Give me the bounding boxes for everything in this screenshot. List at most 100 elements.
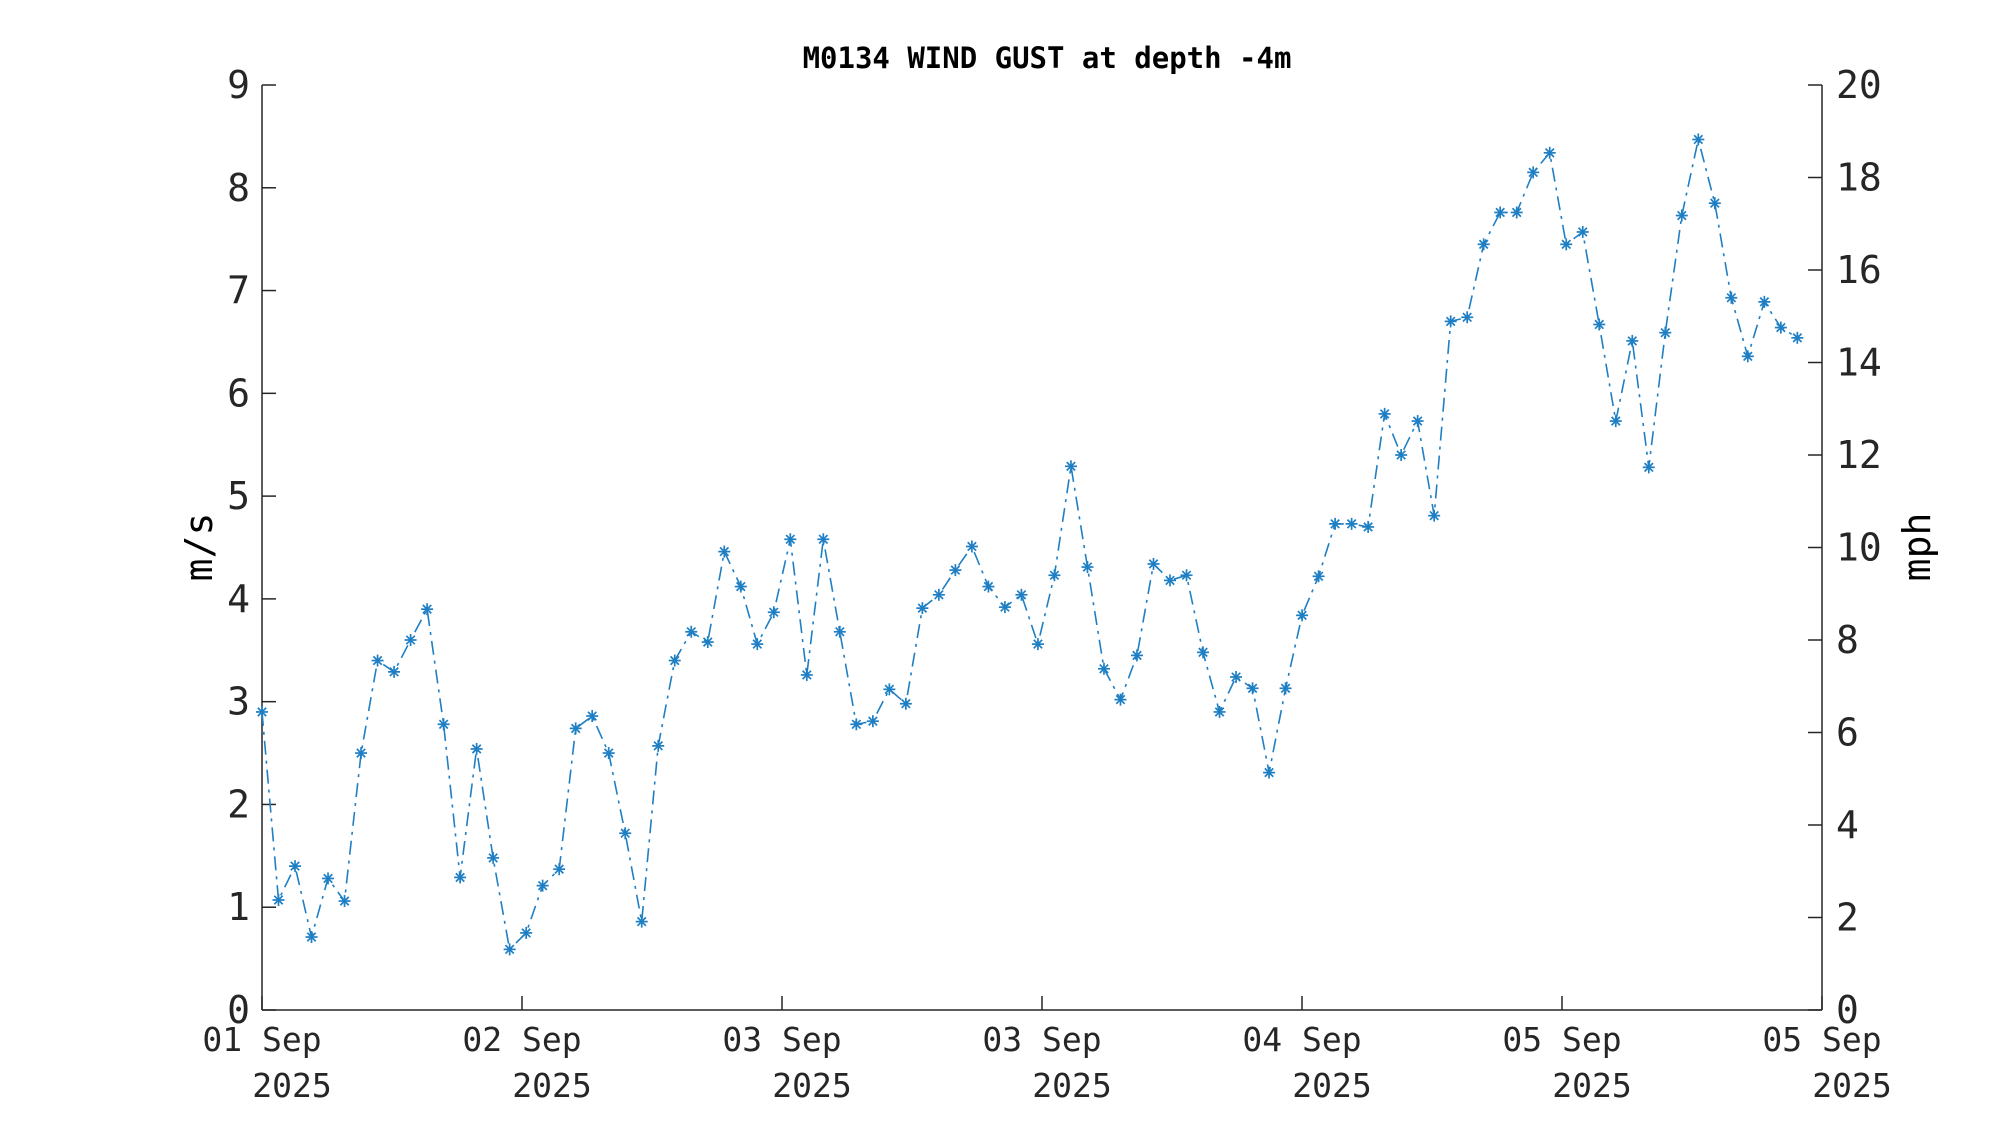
y2-tick-label: 0	[1836, 988, 1859, 1032]
data-point	[1642, 461, 1655, 474]
data-point	[1114, 693, 1127, 706]
right-y-ticks: 0 2 4 6 8 10 12 14 16 18 20	[1808, 63, 1882, 1032]
data-point	[1659, 326, 1672, 339]
data-point	[1296, 609, 1309, 622]
data-point	[421, 603, 434, 616]
y-tick-label: 1	[227, 885, 250, 929]
data-point	[1494, 206, 1507, 219]
data-point	[998, 601, 1011, 614]
x-tick-label-year: 2025	[1552, 1066, 1631, 1105]
data-point	[1609, 415, 1622, 428]
y2-tick-label: 4	[1836, 803, 1859, 847]
data-point	[1345, 517, 1358, 530]
y-tick-label: 9	[227, 63, 250, 107]
data-point	[866, 715, 879, 728]
data-point	[1725, 291, 1738, 304]
data-point	[1213, 705, 1226, 718]
y2-tick-label: 6	[1836, 711, 1859, 755]
data-point	[1246, 682, 1259, 695]
data-point	[1741, 350, 1754, 363]
y-tick-label: 4	[227, 577, 250, 621]
data-point	[322, 872, 335, 885]
x-tick-label-year: 2025	[1292, 1066, 1371, 1105]
y-tick-label: 6	[227, 371, 250, 415]
data-point	[949, 564, 962, 577]
data-point	[1362, 520, 1375, 533]
data-point	[767, 606, 780, 619]
x-tick-label-year: 2025	[1032, 1066, 1111, 1105]
data-point	[1015, 588, 1028, 601]
data-point	[553, 863, 566, 876]
data-point	[1675, 209, 1688, 222]
data-point	[1774, 321, 1787, 334]
data-point	[602, 747, 615, 760]
data-point	[916, 602, 929, 615]
y2-tick-label: 20	[1836, 63, 1882, 107]
data-point	[520, 926, 533, 939]
y2-tick-label: 12	[1836, 433, 1882, 477]
y2-tick-label: 8	[1836, 618, 1859, 662]
data-point	[685, 625, 698, 638]
data-point	[982, 580, 995, 593]
series-line	[261, 139, 1798, 952]
data-point	[371, 654, 384, 667]
data-point	[1626, 334, 1639, 347]
x-tick-label-year: 2025	[252, 1066, 331, 1105]
x-tick-label-year: 2025	[772, 1066, 851, 1105]
data-point	[932, 588, 945, 601]
data-point	[1064, 460, 1077, 473]
data-point	[668, 654, 681, 667]
data-point	[701, 636, 714, 649]
y-tick-label: 3	[227, 680, 250, 724]
data-point	[1791, 331, 1804, 344]
data-point	[487, 851, 500, 864]
data-point	[1279, 682, 1292, 695]
data-point	[272, 894, 285, 907]
data-point	[1395, 449, 1408, 461]
data-point	[1130, 649, 1143, 662]
data-point	[817, 533, 830, 546]
data-point	[305, 931, 318, 944]
data-point	[437, 718, 450, 731]
x-tick-label-date: 05 Sep	[1762, 1020, 1881, 1059]
data-point	[1758, 295, 1771, 308]
data-point	[1263, 766, 1276, 779]
data-point	[1180, 569, 1193, 582]
chart-title: M0134 WIND GUST at depth -4m	[803, 41, 1292, 75]
data-point	[965, 540, 978, 553]
data-point	[454, 871, 467, 884]
data-point	[586, 710, 599, 723]
data-point	[1197, 646, 1210, 659]
x-ticks: 01 Sep 2025 02 Sep 2025 03 Sep 2025 03 Sep 2025…	[202, 996, 1892, 1105]
data-point	[800, 668, 813, 681]
data-point	[1543, 146, 1556, 159]
y2-tick-label: 18	[1836, 156, 1882, 200]
data-point	[536, 879, 549, 892]
x-tick-label-date: 03 Sep	[722, 1020, 841, 1059]
left-y-ticks: 0 1 2 3 4 5 6 7 8 9	[227, 63, 276, 1032]
data-point	[1510, 206, 1523, 219]
data-point	[1444, 315, 1457, 328]
data-point	[470, 742, 483, 755]
data-point	[569, 722, 582, 735]
data-point	[1692, 133, 1705, 146]
y2-axis-label: mph	[1895, 513, 1939, 582]
data-point	[1230, 671, 1243, 683]
data-point	[833, 625, 846, 638]
x-tick-label-year: 2025	[1812, 1066, 1891, 1105]
data-point	[503, 943, 516, 956]
data-point	[404, 634, 417, 646]
data-point	[652, 739, 665, 752]
data-point	[1048, 569, 1061, 582]
plot-area	[256, 133, 1804, 956]
data-point	[619, 827, 632, 840]
data-point	[1593, 318, 1606, 331]
data-point	[718, 545, 731, 558]
x-tick-label-date: 01 Sep	[202, 1020, 321, 1059]
y2-tick-label: 16	[1836, 248, 1882, 292]
data-point	[1097, 662, 1110, 675]
data-point	[1560, 238, 1573, 251]
data-point	[635, 915, 648, 928]
data-point	[1576, 225, 1589, 238]
x-tick-label-year: 2025	[512, 1066, 591, 1105]
